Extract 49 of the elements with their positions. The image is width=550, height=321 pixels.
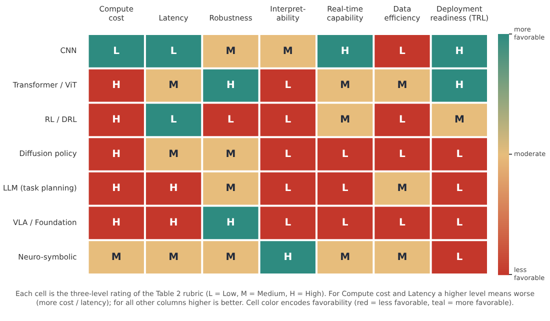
data-label: M	[226, 183, 236, 194]
data-label: M	[340, 80, 350, 92]
data-label: L	[399, 46, 406, 57]
data-label: M	[168, 252, 179, 263]
data-label: H	[169, 218, 178, 229]
data-label: L	[228, 114, 235, 126]
data-label: L	[284, 80, 292, 92]
data-label: H	[455, 80, 464, 92]
data-label: H	[112, 218, 121, 229]
data-label: H	[112, 114, 121, 126]
data-label: M	[340, 252, 350, 263]
data-label: L	[399, 114, 406, 126]
data-label: M	[168, 148, 179, 160]
data-label: M	[397, 80, 408, 92]
data-label: M	[226, 148, 236, 160]
data-label: L	[399, 148, 406, 160]
data-label: L	[284, 218, 292, 229]
data-label: H	[112, 80, 121, 92]
data-label: M	[282, 46, 293, 57]
data-label: M	[168, 80, 179, 92]
data-label: L	[456, 183, 464, 194]
data-label: L	[170, 114, 178, 126]
data-label: M	[454, 114, 464, 126]
data-label: L	[284, 148, 292, 160]
data-label: H	[226, 218, 235, 229]
data-label: L	[456, 252, 464, 263]
data-label: M	[111, 252, 122, 263]
data-label: L	[342, 183, 349, 194]
data-label: H	[340, 46, 350, 57]
data-label: H	[169, 183, 178, 194]
data-label: M	[226, 252, 236, 263]
data-label: L	[456, 218, 464, 229]
data-label: L	[170, 46, 178, 57]
data-label: L	[456, 148, 464, 160]
data-label: M	[226, 46, 236, 57]
data-label: L	[284, 183, 292, 194]
data-label: L	[113, 46, 120, 57]
data-label: L	[399, 218, 406, 229]
data-label: M	[397, 252, 408, 263]
data-label: M	[340, 114, 350, 126]
data-label: H	[226, 80, 235, 92]
data-label: L	[342, 218, 349, 229]
data-label: L	[342, 148, 349, 160]
data-label: H	[112, 148, 121, 160]
data-label: H	[284, 252, 292, 263]
data-label: H	[455, 46, 464, 57]
data-label: L	[284, 114, 292, 126]
data-label: H	[112, 183, 121, 194]
data-label: M	[397, 183, 408, 194]
